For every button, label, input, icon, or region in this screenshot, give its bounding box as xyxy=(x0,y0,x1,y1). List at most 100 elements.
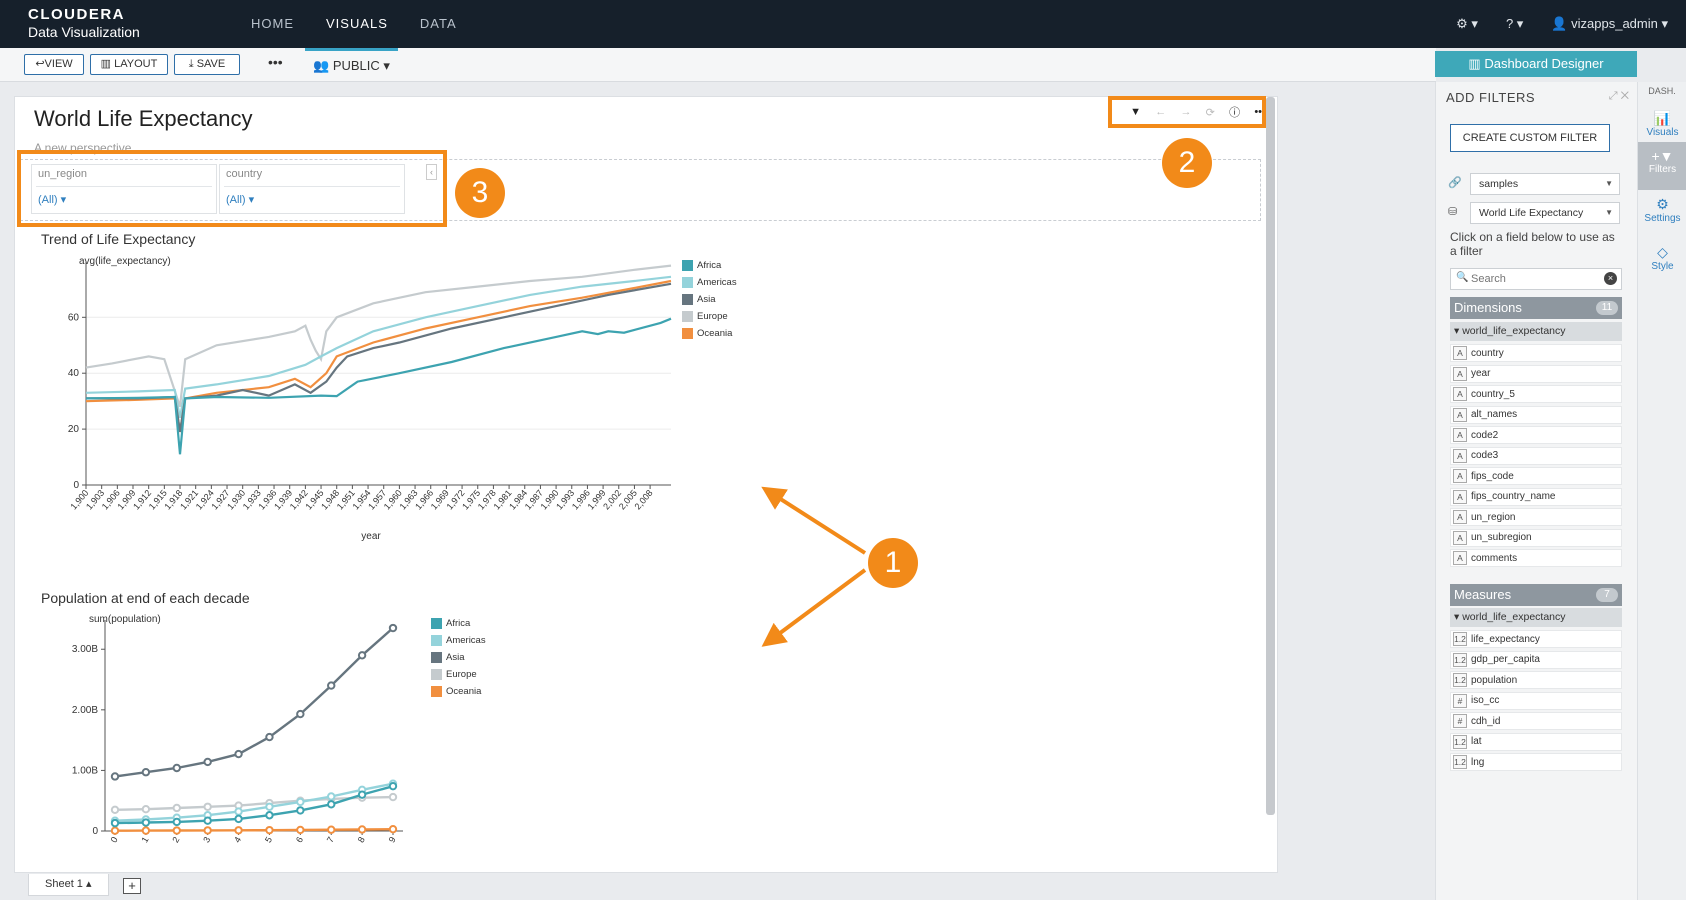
field-name: comments xyxy=(1471,552,1518,564)
field-type-icon: 1.2 xyxy=(1453,755,1467,769)
legend-item[interactable]: Asia xyxy=(682,291,737,308)
data-point xyxy=(203,816,212,825)
filter-un-region[interactable]: un_region (All) ▾ xyxy=(31,164,217,214)
legend-swatch xyxy=(682,294,693,305)
field-name: lat xyxy=(1471,736,1482,747)
legend-item[interactable]: Europe xyxy=(431,666,486,683)
data-point xyxy=(327,792,336,801)
data-point xyxy=(141,804,151,814)
brand-logo[interactable]: CLOUDERA Data Visualization xyxy=(28,6,140,40)
field-name: code2 xyxy=(1471,429,1499,441)
field-iso-cc[interactable]: # iso_cc xyxy=(1450,691,1622,710)
data-point xyxy=(141,818,151,827)
filter-value-dropdown[interactable]: (All) ▾ xyxy=(38,194,67,206)
tab-style[interactable]: ◇ Style xyxy=(1638,238,1686,286)
field-gdp-per-capita[interactable]: 1.2 gdp_per_capita xyxy=(1450,650,1622,669)
measures-table-group[interactable]: ▾ world_life_expectancy xyxy=(1450,608,1622,627)
field-search-input[interactable] xyxy=(1469,271,1599,287)
filter-value-dropdown[interactable]: (All) ▾ xyxy=(226,194,255,206)
nav-home[interactable]: HOME xyxy=(251,16,294,31)
legend-item[interactable]: Africa xyxy=(682,257,737,274)
data-point xyxy=(203,802,212,811)
dimensions-header[interactable]: Dimensions 11 xyxy=(1450,297,1622,319)
data-point xyxy=(327,825,336,834)
field-type-icon: 1.2 xyxy=(1453,632,1467,646)
layout-button[interactable]: ▥ LAYOUT xyxy=(90,54,168,75)
filter-hint: Click on a field below to use as a filte… xyxy=(1450,230,1615,258)
data-point xyxy=(110,772,120,781)
forward-arrow-icon[interactable]: → xyxy=(1180,106,1192,118)
create-custom-filter-button[interactable]: CREATE CUSTOM FILTER xyxy=(1450,124,1610,152)
series-line-americas xyxy=(114,782,394,822)
view-button[interactable]: ↩VIEW xyxy=(24,54,84,75)
population-line-chart[interactable]: sum(population) 0 1.00B 2.00B 3.00B 0 1 2 3 4 5 6 7… xyxy=(45,607,445,847)
field-lng[interactable]: 1.2 lng xyxy=(1450,753,1622,771)
filter-icon[interactable]: ▼ xyxy=(1130,106,1141,118)
chart-legend: Africa Americas Asia Europe Oceania xyxy=(682,257,737,342)
legend-item[interactable]: Europe xyxy=(682,308,737,325)
x-tick-label: 2,008 xyxy=(632,488,654,512)
legend-item[interactable]: Oceania xyxy=(431,683,486,700)
field-lat[interactable]: 1.2 lat xyxy=(1450,732,1622,751)
nav-data[interactable]: DATA xyxy=(419,16,457,31)
legend-item[interactable]: Asia xyxy=(431,649,486,666)
field-type-icon: 1.2 xyxy=(1453,673,1467,687)
back-arrow-icon[interactable]: ← xyxy=(1155,106,1167,118)
legend-item[interactable]: Africa xyxy=(431,615,486,632)
save-button[interactable]: ⤓ SAVE xyxy=(174,54,240,75)
more-options-button[interactable]: ••• xyxy=(268,54,283,70)
legend-label: Africa xyxy=(446,618,471,629)
user-menu[interactable]: 👤 vizapps_admin ▾ xyxy=(1551,16,1668,32)
visual-toolbar: ▼ ← → ⟳ ⓘ ••• xyxy=(1123,101,1273,123)
field-cdh-id[interactable]: # cdh_id xyxy=(1450,712,1622,730)
dashboard-designer-button[interactable]: ▥ Dashboard Designer xyxy=(1435,51,1637,77)
layout-icon: ▥ xyxy=(100,58,115,70)
filter-country[interactable]: country (All) ▾ xyxy=(219,164,405,214)
add-sheet-button[interactable]: + xyxy=(123,878,141,894)
legend-item[interactable]: Americas xyxy=(682,274,737,291)
legend-item[interactable]: Americas xyxy=(431,632,486,649)
canvas-scrollbar[interactable] xyxy=(1266,97,1275,815)
connection-select[interactable]: samples ▼ xyxy=(1470,173,1620,195)
visibility-dropdown[interactable]: 👥 PUBLIC ▾ xyxy=(305,48,398,82)
nav-visuals[interactable]: VISUALS xyxy=(326,16,388,31)
life-expectancy-line-chart[interactable]: avg(life_expectancy) year 02040601,9001,… xyxy=(45,249,705,544)
dimensions-table-group[interactable]: ▾ world_life_expectancy xyxy=(1450,322,1622,341)
sheet-tab[interactable]: Sheet 1 ▴ xyxy=(28,874,109,896)
info-icon[interactable]: ⓘ xyxy=(1229,107,1241,119)
help-menu[interactable]: ? ▾ xyxy=(1505,16,1524,31)
data-point xyxy=(141,768,151,777)
measures-header[interactable]: Measures 7 xyxy=(1450,584,1622,606)
settings-menu[interactable]: ⚙ ▾ xyxy=(1456,16,1478,31)
dataset-select[interactable]: World Life Expectancy ▼ xyxy=(1470,202,1620,224)
field-population[interactable]: 1.2 population xyxy=(1450,671,1622,689)
tab-settings[interactable]: ⚙ Settings xyxy=(1638,190,1686,238)
field-life-expectancy[interactable]: 1.2 life_expectancy xyxy=(1450,630,1622,648)
field-name: country_5 xyxy=(1471,388,1515,400)
legend-swatch xyxy=(431,686,442,697)
tab-visuals[interactable]: 📊 Visuals xyxy=(1638,104,1686,152)
more-icon[interactable]: ••• xyxy=(1254,106,1266,118)
collapse-filters-button[interactable]: ‹ xyxy=(426,164,437,180)
panel-window-controls[interactable]: ⤢ ✕ xyxy=(1608,90,1629,102)
dashboard-title[interactable]: World Life Expectancy xyxy=(34,106,253,131)
field-search[interactable]: 🔍 × xyxy=(1450,268,1622,290)
clear-icon[interactable]: × xyxy=(1604,272,1617,285)
data-point xyxy=(357,651,367,660)
tab-filters[interactable]: +▼ Filters xyxy=(1638,142,1686,190)
legend-swatch xyxy=(431,635,442,646)
measures-count: 7 xyxy=(1596,588,1618,602)
legend-item[interactable]: Oceania xyxy=(682,325,737,342)
refresh-icon[interactable]: ⟳ xyxy=(1205,106,1215,119)
